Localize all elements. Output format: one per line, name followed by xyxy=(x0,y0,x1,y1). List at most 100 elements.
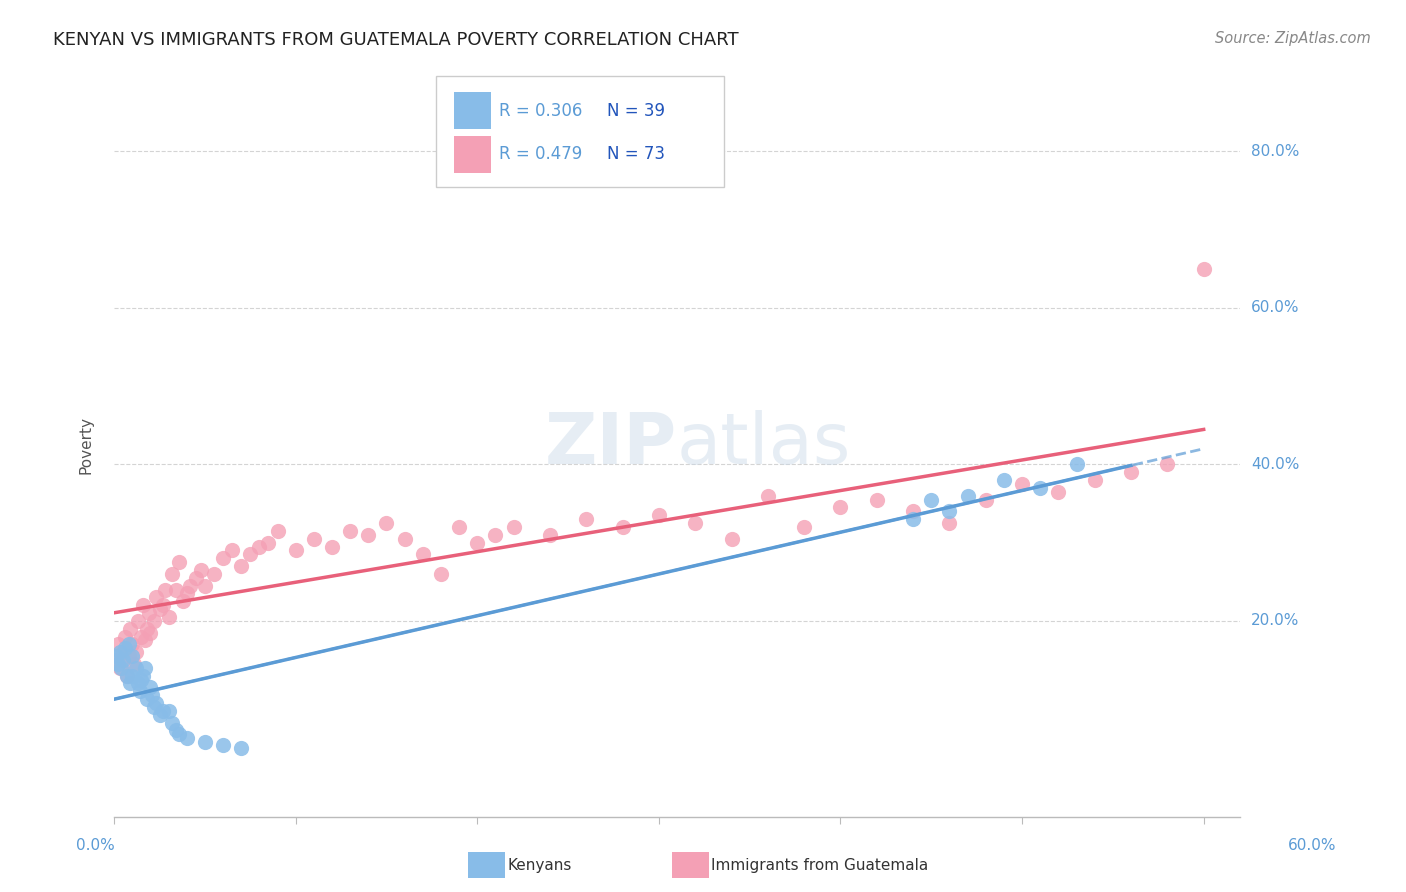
Point xyxy=(104,649,127,664)
Text: 20.0%: 20.0% xyxy=(1251,614,1299,628)
Text: Immigrants from Guatemala: Immigrants from Guatemala xyxy=(711,858,929,872)
Point xyxy=(938,516,960,530)
Point xyxy=(112,645,135,659)
Text: ZIP: ZIP xyxy=(544,410,678,479)
Point xyxy=(134,633,156,648)
Point xyxy=(176,731,198,746)
Point xyxy=(108,645,131,659)
Point xyxy=(538,528,561,542)
Point xyxy=(127,614,149,628)
Point xyxy=(169,727,191,741)
Point xyxy=(115,668,138,682)
Text: N = 73: N = 73 xyxy=(607,145,665,163)
Point xyxy=(683,516,706,530)
Point xyxy=(190,563,212,577)
Point xyxy=(231,559,253,574)
Point xyxy=(938,504,960,518)
Text: R = 0.479: R = 0.479 xyxy=(499,145,582,163)
Point xyxy=(132,668,155,682)
Point xyxy=(125,661,148,675)
Point xyxy=(221,543,243,558)
Point xyxy=(430,566,453,581)
Point xyxy=(194,579,217,593)
Text: 60.0%: 60.0% xyxy=(1288,838,1336,853)
Point xyxy=(1066,458,1088,472)
Point xyxy=(257,535,280,549)
Point xyxy=(122,657,145,671)
Point xyxy=(179,579,201,593)
Point xyxy=(160,566,183,581)
Point xyxy=(866,492,889,507)
Point xyxy=(302,532,325,546)
Point xyxy=(152,704,174,718)
Text: KENYAN VS IMMIGRANTS FROM GUATEMALA POVERTY CORRELATION CHART: KENYAN VS IMMIGRANTS FROM GUATEMALA POVE… xyxy=(53,31,740,49)
Point xyxy=(107,657,129,671)
Point xyxy=(993,473,1015,487)
Text: R = 0.306: R = 0.306 xyxy=(499,102,582,120)
Point xyxy=(465,535,488,549)
Text: Source: ZipAtlas.com: Source: ZipAtlas.com xyxy=(1215,31,1371,46)
Point xyxy=(128,684,150,698)
Point xyxy=(449,520,471,534)
Point xyxy=(956,489,979,503)
Point xyxy=(212,738,235,752)
Point xyxy=(284,543,307,558)
Point xyxy=(139,681,162,695)
Point xyxy=(974,492,997,507)
Point xyxy=(138,606,160,620)
Point xyxy=(117,637,139,651)
Point xyxy=(114,630,136,644)
Text: 40.0%: 40.0% xyxy=(1251,457,1299,472)
Point xyxy=(648,508,671,523)
Point xyxy=(134,661,156,675)
Point xyxy=(830,500,852,515)
Point xyxy=(612,520,634,534)
Point xyxy=(127,676,149,690)
Point xyxy=(135,692,157,706)
Point xyxy=(1192,261,1215,276)
Point xyxy=(394,532,416,546)
Point xyxy=(112,653,135,667)
Point xyxy=(143,700,166,714)
Point xyxy=(115,668,138,682)
Point xyxy=(152,598,174,612)
Point xyxy=(169,555,191,569)
Point xyxy=(339,524,361,538)
Point xyxy=(1029,481,1052,495)
Point xyxy=(132,598,155,612)
Point xyxy=(484,528,506,542)
Point xyxy=(1084,473,1107,487)
Text: 80.0%: 80.0% xyxy=(1251,144,1299,159)
Point xyxy=(1047,484,1070,499)
Point xyxy=(165,723,187,738)
Point xyxy=(502,520,524,534)
Point xyxy=(412,547,434,561)
Point xyxy=(247,540,270,554)
Point xyxy=(321,540,343,554)
Point xyxy=(120,676,142,690)
Point xyxy=(143,614,166,628)
Point xyxy=(176,586,198,600)
Point xyxy=(104,653,127,667)
Text: 60.0%: 60.0% xyxy=(1251,301,1299,315)
Point xyxy=(720,532,742,546)
Point xyxy=(117,649,139,664)
Text: Kenyans: Kenyans xyxy=(508,858,572,872)
Point xyxy=(131,630,153,644)
Point xyxy=(121,637,143,651)
Point xyxy=(110,661,132,675)
Point xyxy=(157,704,180,718)
Point xyxy=(1156,458,1178,472)
Point xyxy=(139,625,162,640)
Point xyxy=(153,582,176,597)
Y-axis label: Poverty: Poverty xyxy=(79,416,93,474)
Point xyxy=(1011,476,1033,491)
Point xyxy=(148,707,170,722)
Point xyxy=(575,512,598,526)
Point xyxy=(157,610,180,624)
Point xyxy=(901,504,924,518)
Point xyxy=(107,637,129,651)
Point xyxy=(141,688,163,702)
Point xyxy=(148,602,170,616)
Point xyxy=(184,571,207,585)
